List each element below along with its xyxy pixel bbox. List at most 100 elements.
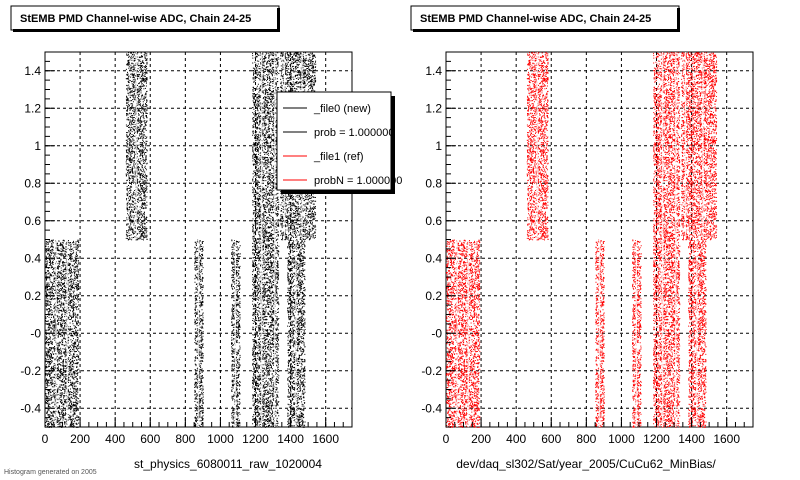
data-region (681, 52, 691, 241)
y-tick-label: 1 (34, 139, 41, 153)
data-region (526, 52, 549, 241)
legend-entry: _file1 (ref) (283, 151, 364, 163)
data-region (125, 52, 148, 241)
y-tick-label: 0.2 (425, 289, 442, 303)
data-region (446, 239, 481, 428)
right-title-box (410, 5, 680, 31)
x-tick-label: 1000 (207, 432, 234, 446)
y-tick-label: -0.2 (20, 364, 41, 378)
y-tick-label: 0.8 (425, 176, 442, 190)
legend-label-probN: probN = 1.000000 (314, 175, 402, 187)
y-tick-label: 0.4 (24, 251, 41, 265)
data-points (688, 239, 707, 428)
x-tick-label: 1600 (713, 432, 740, 446)
x-tick-label: 0 (443, 432, 450, 446)
data-points (446, 239, 481, 428)
data-region (287, 239, 306, 428)
x-tick-label: 200 (471, 432, 491, 446)
right-title-shadow (677, 8, 680, 32)
data-region (45, 239, 80, 428)
y-tick-label: 0.6 (24, 214, 41, 228)
legend-entry: _file0 (new) (283, 103, 371, 115)
x-tick-label: 1000 (608, 432, 635, 446)
legend-entry: probN = 1.000000 (283, 175, 402, 187)
legend: _file0 (new) prob = 1.000000 _file1 (ref… (276, 91, 402, 194)
channel-gap (684, 52, 687, 240)
data-region (271, 52, 280, 428)
data-points (231, 239, 241, 428)
data-region (194, 239, 204, 428)
channel-gap (635, 239, 638, 427)
y-tick-label: 1.4 (425, 64, 442, 78)
y-tick-label: -0.4 (20, 401, 41, 415)
x-tick-label: 400 (506, 432, 526, 446)
data-region (632, 239, 642, 428)
legend-entry: prob = 1.000000 (283, 127, 394, 139)
channel-gap (197, 239, 200, 427)
data-region (689, 52, 718, 241)
data-points (632, 239, 642, 428)
legend-label-file0: _file0 (new) (313, 103, 371, 115)
y-tick-label: -0.4 (421, 401, 442, 415)
x-tick-label: 1200 (242, 432, 269, 446)
x-tick-label: 400 (105, 432, 125, 446)
x-tick-label: 1200 (643, 432, 670, 446)
series--file1-ref- (446, 52, 718, 428)
y-tick-label: 0.6 (425, 214, 442, 228)
channel-gap (598, 239, 601, 427)
footnote: Histogram generated on 2005 (4, 469, 97, 476)
channel-gap (234, 239, 237, 427)
legend-label-file1: _file1 (ref) (313, 151, 364, 163)
y-tick-label: 1.2 (425, 101, 442, 115)
left-title-shadow-bottom (13, 29, 280, 32)
y-tick-label: 1.4 (24, 64, 41, 78)
channel-gap (295, 239, 297, 427)
x-tick-label: 800 (576, 432, 596, 446)
y-tick-label: -0.2 (421, 364, 442, 378)
channel-gap (467, 239, 469, 427)
channel-gap (661, 52, 664, 427)
y-tick-label: -0 (431, 326, 442, 340)
data-region (252, 52, 273, 428)
right-plot-area: 0 200 400 600 800 1000 1200 1400 1600 -0.4 -0.2 -0 0… (421, 51, 754, 446)
data-region (231, 239, 241, 428)
right-chart-title: StEMB PMD Channel-wise ADC, Chain 24-25 (420, 13, 651, 25)
legend-label-prob: prob = 1.000000 (314, 127, 394, 139)
data-region (672, 52, 681, 428)
data-points (271, 52, 280, 428)
x-tick-label: 800 (175, 432, 195, 446)
data-region (653, 52, 674, 428)
data-points (595, 239, 605, 428)
data-points (672, 52, 681, 428)
x-tick-label: 200 (70, 432, 90, 446)
x-tick-label: 1400 (678, 432, 705, 446)
channel-gap (66, 239, 68, 427)
channel-gap (536, 52, 538, 240)
channel-gap (55, 239, 57, 427)
left-title-box (10, 5, 280, 31)
channel-gap (135, 52, 137, 240)
y-tick-label: -0 (30, 326, 41, 340)
channel-gap (675, 52, 677, 427)
y-tick-label: 1 (435, 139, 442, 153)
data-points (194, 239, 204, 428)
x-tick-label: 1600 (312, 432, 339, 446)
right-title-shadow-bottom (413, 29, 680, 32)
y-tick-label: 0.4 (425, 251, 442, 265)
data-points (287, 239, 306, 428)
data-points (681, 52, 691, 241)
y-tick-label: 0.8 (24, 176, 41, 190)
x-tick-label: 1400 (277, 432, 304, 446)
left-x-axis-label: st_physics_6080011_raw_1020004 (134, 457, 322, 471)
data-region (688, 239, 707, 428)
data-points (45, 239, 80, 428)
x-tick-label: 600 (140, 432, 160, 446)
channel-gap (456, 239, 458, 427)
left-title-shadow (277, 8, 280, 32)
right-chart-pad: StEMB PMD Channel-wise ADC, Chain 24-25 … (410, 5, 754, 471)
x-tick-label: 0 (42, 432, 49, 446)
right-x-axis-label: dev/daq_sl302/Sat/year_2005/CuCu62_MinBi… (456, 457, 716, 471)
channel-gap (274, 52, 276, 427)
channel-gap (696, 239, 698, 427)
channel-gap (260, 52, 263, 427)
